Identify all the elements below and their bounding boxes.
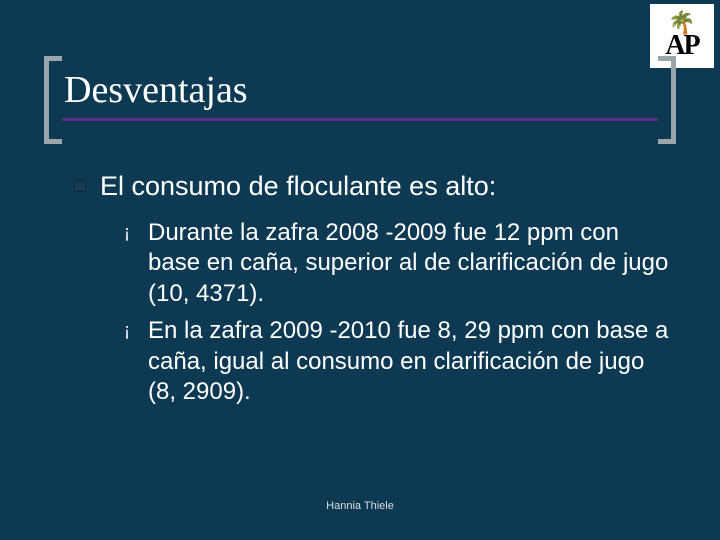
hollow-bullet-icon: ¡ (120, 320, 134, 341)
bullet-lvl1: El consumo de floculante es alto: (74, 170, 670, 204)
bullet-lvl2-text: En la zafra 2009 -2010 fue 8, 29 ppm con… (148, 316, 670, 408)
slide-title: Desventajas (44, 68, 676, 112)
bullet-lvl1-text: El consumo de floculante es alto: (100, 170, 496, 204)
bracket-left-icon (44, 56, 62, 144)
content-area: El consumo de floculante es alto: ¡ Dura… (74, 170, 670, 414)
bullet-lvl2: ¡ Durante la zafra 2008 -2009 fue 12 ppm… (120, 218, 670, 310)
bracket-right-icon (658, 56, 676, 144)
bullet-lvl2: ¡ En la zafra 2009 -2010 fue 8, 29 ppm c… (120, 316, 670, 408)
footer-author: Hannia Thiele (0, 500, 720, 512)
hollow-bullet-icon: ¡ (120, 222, 134, 243)
title-area: Desventajas (44, 68, 676, 148)
slide: 🌴 AP Desventajas El consumo de floculant… (0, 0, 720, 540)
square-bullet-icon (74, 180, 86, 192)
bullet-lvl2-text: Durante la zafra 2008 -2009 fue 12 ppm c… (148, 218, 670, 310)
lvl2-list: ¡ Durante la zafra 2008 -2009 fue 12 ppm… (120, 218, 670, 408)
title-underline (62, 118, 658, 121)
